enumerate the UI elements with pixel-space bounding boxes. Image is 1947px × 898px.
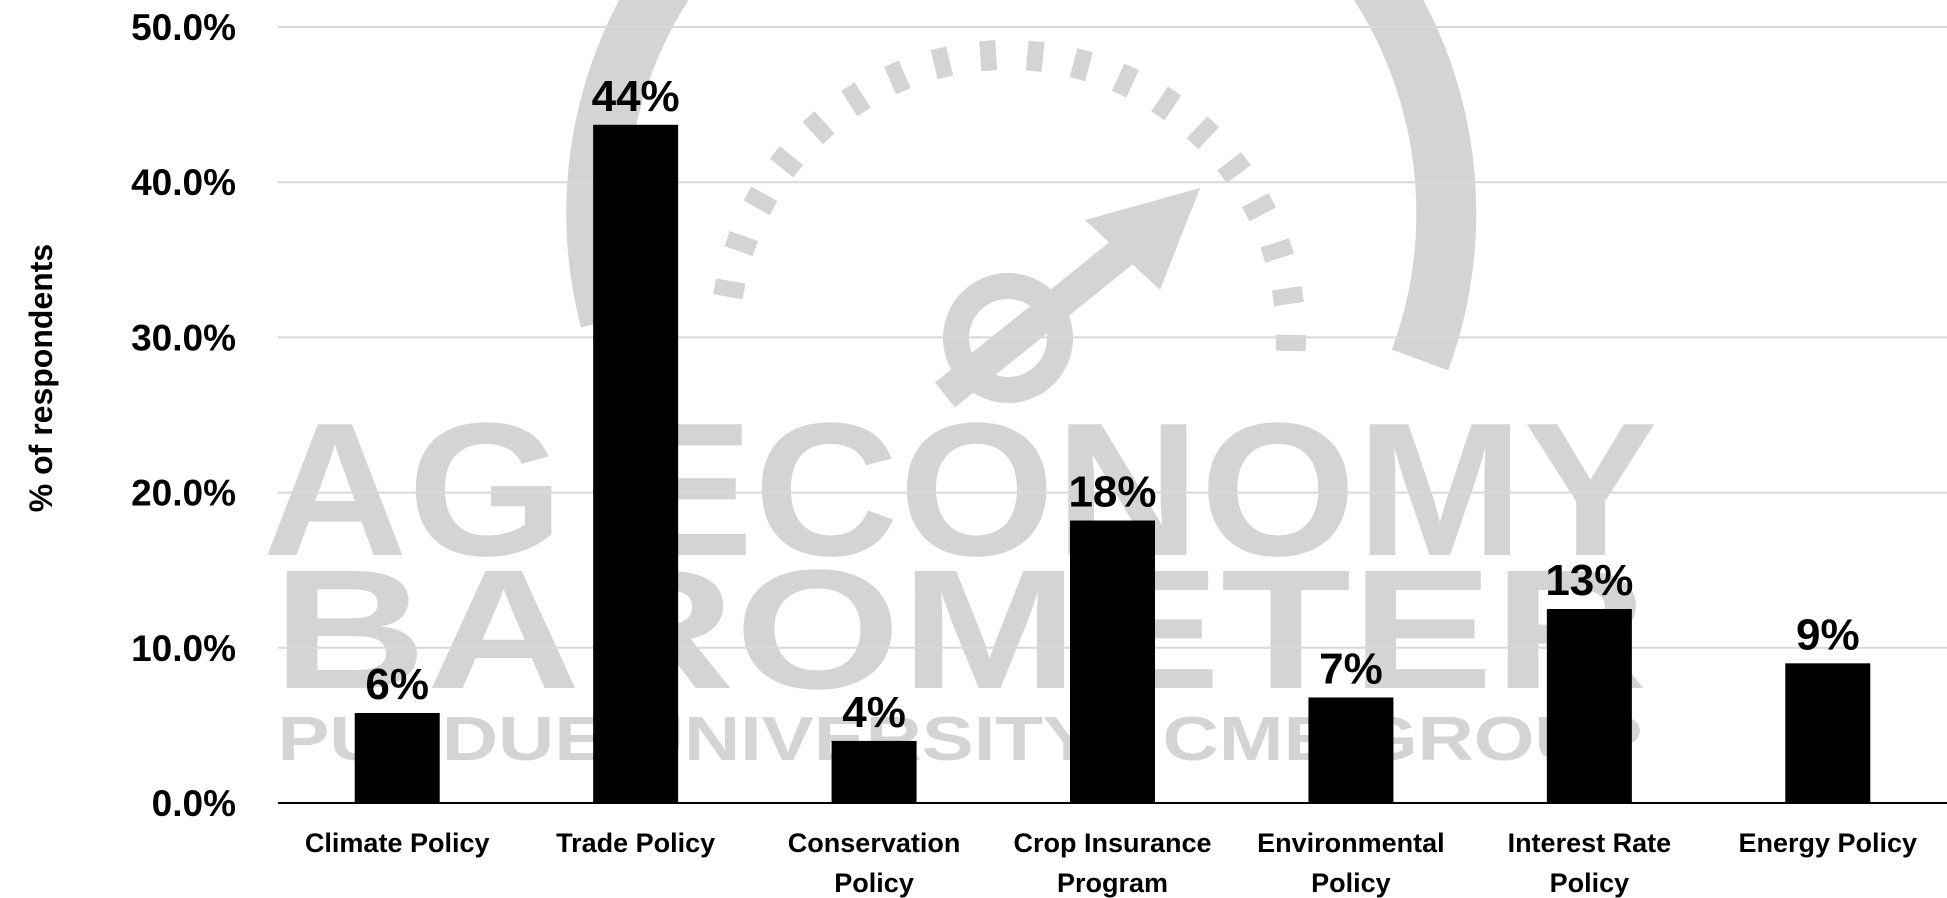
watermark-gauge-tick (1242, 193, 1277, 222)
watermark-gauge-tick (802, 111, 835, 145)
watermark-gauge-tick (1069, 48, 1093, 82)
y-axis-tick-labels: 0.0% 10.0% 20.0% 30.0% 40.0% 50.0% (131, 7, 236, 824)
watermark-gauge-arrowhead (1085, 188, 1200, 290)
watermark-logo: AG ECONOMY BAROMETER PURDUE UNIVERSITY ·… (263, 0, 1658, 774)
watermark-gauge-tick (1217, 152, 1251, 184)
x-tick-label: Energy Policy (1738, 828, 1917, 858)
watermark-gauge-tick (1186, 116, 1219, 150)
x-tick-label: Environmental Policy (1257, 828, 1445, 898)
data-label: 13% (1545, 556, 1633, 605)
watermark-gauge-arc (566, 0, 1477, 371)
watermark-gauge-tick (1151, 86, 1182, 121)
watermark-gauge-ticks (713, 40, 1307, 352)
watermark-gauge-tick (979, 40, 998, 72)
x-axis-category-labels: Climate Policy Trade Policy Conservation Po… (305, 828, 1917, 898)
data-label: 4% (842, 688, 906, 737)
watermark-gauge-tick (724, 230, 759, 257)
bars (354, 124, 1871, 803)
data-label: 6% (365, 660, 429, 709)
bar (1785, 663, 1871, 803)
watermark-gauge-tick (713, 278, 746, 300)
x-tick-label: Crop Insurance Program (1013, 828, 1211, 898)
data-label: 9% (1796, 610, 1860, 659)
watermark-gauge-tick (930, 46, 954, 80)
bar (354, 712, 440, 803)
watermark-gauge-tick (1025, 40, 1045, 73)
x-tick-label: Interest Rate Policy (1508, 828, 1672, 898)
watermark-gauge-needle (934, 217, 1161, 408)
gridlines (278, 26, 1947, 649)
bar (1308, 697, 1394, 803)
watermark-gauge-tick (1275, 334, 1307, 352)
data-label: 7% (1319, 644, 1383, 693)
y-tick-label: 50.0% (131, 7, 236, 48)
watermark-gauge-tick (769, 146, 804, 178)
watermark-line3: PURDUE UNIVERSITY · CME GROUP (278, 705, 1643, 774)
bar (831, 740, 917, 803)
bar (1070, 520, 1155, 803)
watermark-gauge-tick (1260, 238, 1294, 263)
y-tick-label: 30.0% (131, 317, 236, 358)
data-label: 18% (1068, 468, 1156, 517)
watermark-gauge-tick (841, 82, 871, 117)
watermark-gauge-tick (1111, 63, 1139, 98)
y-tick-label: 0.0% (152, 783, 236, 824)
y-tick-label: 40.0% (131, 162, 236, 203)
watermark-gauge-tick (743, 186, 778, 216)
x-tick-label: Climate Policy (305, 828, 490, 858)
bar (1546, 609, 1632, 803)
watermark-gauge-tick (1271, 286, 1304, 307)
x-tick-label: Trade Policy (556, 828, 715, 858)
data-label: 44% (592, 72, 680, 121)
y-tick-label: 20.0% (131, 473, 236, 514)
x-tick-label: Conservation Policy (788, 828, 961, 898)
data-labels: 6% 44% 4% 18% 7% 13% 9% (365, 72, 1859, 737)
watermark-gauge-tick (884, 60, 911, 95)
watermark-line1: AG ECONOMY (263, 384, 1658, 596)
bar (593, 124, 679, 803)
y-axis-title: % of respondents (23, 244, 59, 512)
watermark-line2: BAROMETER (273, 535, 1648, 725)
y-tick-label: 10.0% (131, 628, 236, 669)
